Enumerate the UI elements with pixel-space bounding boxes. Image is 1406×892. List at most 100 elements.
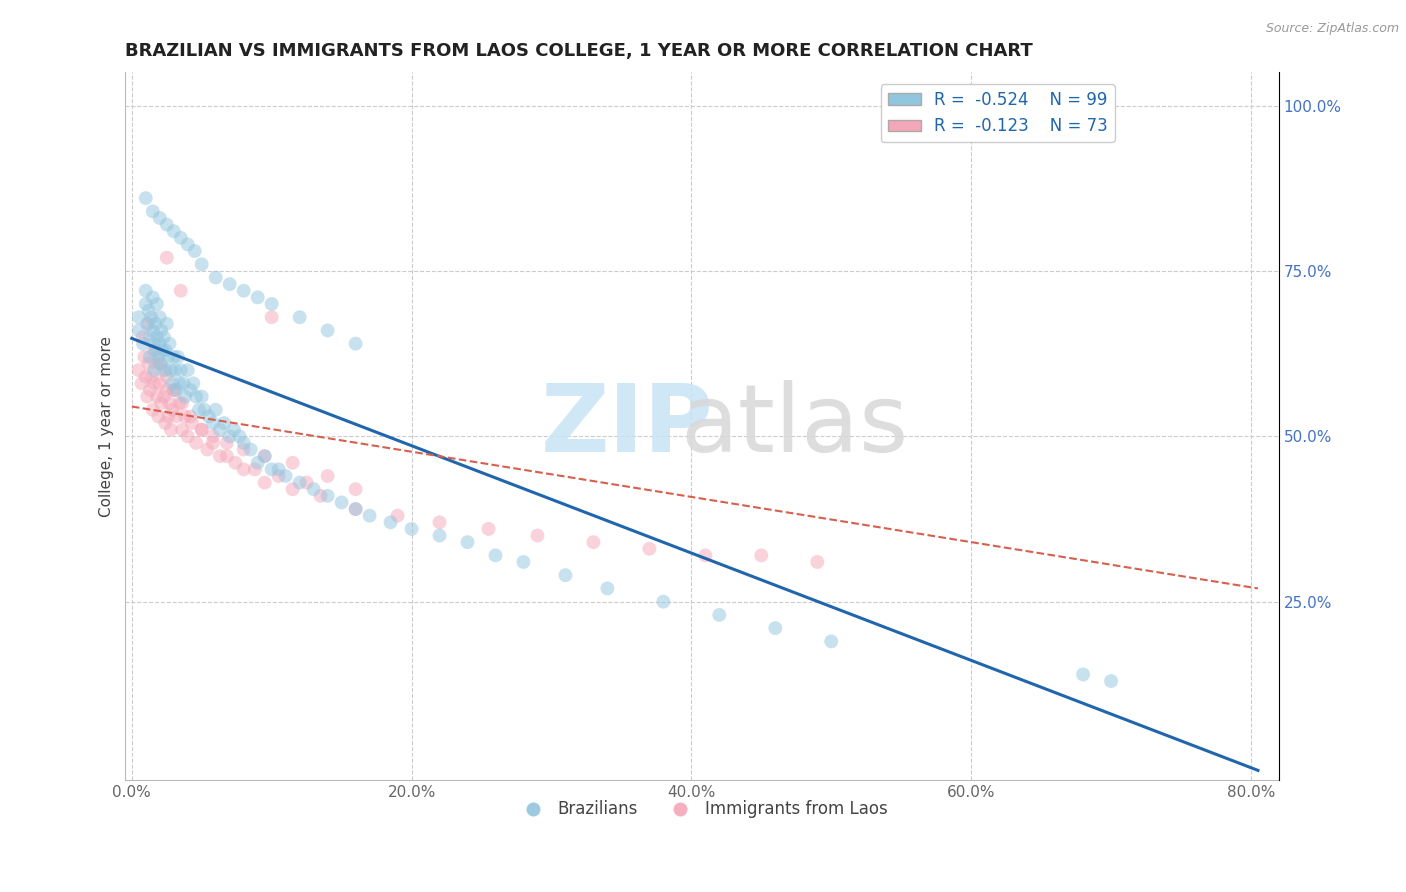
Point (582, 535, 605, 549)
Point (155, 363, 177, 377)
Point (1071, 667, 1094, 681)
Point (316, 489, 339, 503)
Point (160, 423, 183, 437)
Point (429, 516, 451, 530)
Point (187, 402, 209, 417)
Point (128, 310, 150, 325)
Point (142, 204, 165, 219)
Point (165, 363, 187, 377)
Point (260, 462, 283, 476)
Point (512, 555, 534, 569)
Point (136, 317, 159, 331)
Point (820, 634, 842, 648)
Point (232, 284, 254, 298)
Point (222, 423, 245, 437)
Text: Source: ZipAtlas.com: Source: ZipAtlas.com (1265, 22, 1399, 36)
Point (246, 290, 269, 304)
Point (155, 416, 177, 430)
Point (172, 423, 194, 437)
Point (167, 350, 190, 364)
Point (152, 343, 174, 358)
Point (212, 416, 235, 430)
Point (160, 363, 183, 377)
Point (215, 436, 238, 450)
Point (652, 595, 675, 609)
Point (344, 336, 367, 351)
Point (148, 409, 170, 424)
Point (359, 508, 381, 523)
Point (316, 469, 339, 483)
Point (204, 402, 226, 417)
Point (190, 390, 212, 404)
Point (149, 357, 172, 371)
Point (267, 469, 290, 483)
Point (162, 376, 184, 391)
Point (174, 390, 197, 404)
Point (156, 218, 179, 232)
Point (526, 528, 548, 542)
Point (215, 449, 238, 463)
Point (201, 429, 224, 443)
Point (253, 475, 276, 490)
Point (157, 409, 180, 424)
Point (170, 231, 193, 245)
Point (193, 402, 215, 417)
Point (135, 191, 157, 205)
Point (749, 549, 772, 563)
Point (195, 442, 218, 457)
Point (208, 449, 231, 463)
Point (183, 244, 205, 258)
Point (146, 297, 169, 311)
Point (288, 475, 311, 490)
Point (132, 336, 155, 351)
Point (190, 423, 212, 437)
Point (142, 323, 165, 337)
Point (155, 343, 177, 358)
Point (141, 310, 163, 325)
Point (190, 423, 212, 437)
Point (146, 390, 169, 404)
Point (138, 317, 160, 331)
Point (146, 330, 169, 344)
Point (180, 383, 202, 397)
Point (157, 350, 180, 364)
Point (177, 237, 200, 252)
Point (239, 442, 262, 457)
Point (288, 310, 311, 325)
Point (695, 549, 717, 563)
Point (128, 363, 150, 377)
Point (218, 277, 240, 292)
Point (267, 462, 290, 476)
Point (150, 323, 173, 337)
Point (180, 409, 202, 424)
Point (141, 369, 163, 384)
Point (344, 502, 367, 516)
Point (156, 317, 179, 331)
Point (638, 541, 661, 556)
Point (128, 323, 150, 337)
Point (184, 436, 207, 450)
Point (709, 607, 731, 622)
Point (135, 284, 157, 298)
Point (139, 330, 162, 344)
Point (159, 396, 181, 410)
Point (260, 310, 283, 325)
Point (145, 343, 167, 358)
Point (166, 409, 188, 424)
Point (253, 449, 276, 463)
Text: BRAZILIAN VS IMMIGRANTS FROM LAOS COLLEGE, 1 YEAR OR MORE CORRELATION CHART: BRAZILIAN VS IMMIGRANTS FROM LAOS COLLEG… (125, 42, 1032, 60)
Point (232, 436, 254, 450)
Point (316, 323, 339, 337)
Point (387, 508, 409, 523)
Point (152, 363, 174, 377)
Point (159, 336, 181, 351)
Point (172, 396, 194, 410)
Point (183, 376, 205, 391)
Point (142, 290, 165, 304)
Point (596, 582, 619, 596)
Point (163, 224, 186, 238)
Point (174, 409, 197, 424)
Point (143, 363, 166, 377)
Point (163, 383, 186, 397)
Point (163, 350, 186, 364)
